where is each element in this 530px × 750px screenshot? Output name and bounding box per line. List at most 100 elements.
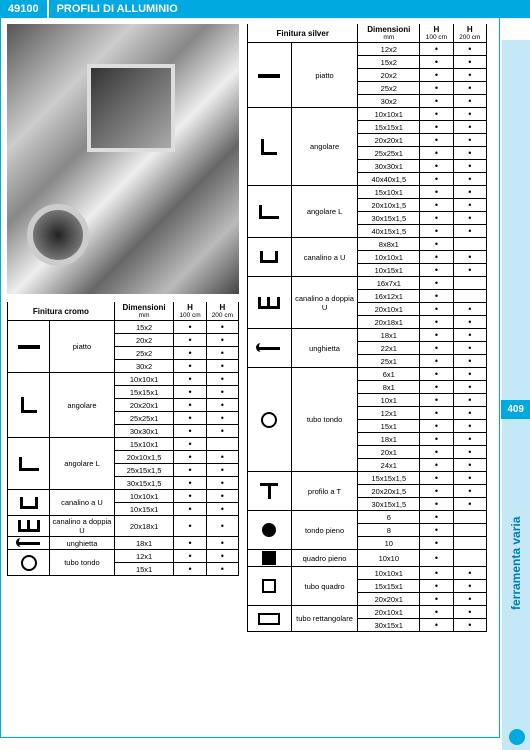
h200-value: •: [206, 425, 238, 438]
col-dimensions: Dimensionimm: [358, 24, 420, 43]
profile-type: piatto: [291, 43, 358, 108]
h200-value: •: [453, 459, 486, 472]
dimension-value: 40x40x1,5: [358, 173, 420, 186]
dimension-value: 25x25x1: [358, 147, 420, 160]
profile-piatto-icon: [248, 43, 292, 108]
profile-type: profilo a T: [291, 472, 358, 511]
dimension-value: 20x10x1: [358, 606, 420, 619]
h200-value: [453, 238, 486, 251]
h200-value: •: [453, 134, 486, 147]
col-h100: H100 cm: [174, 302, 206, 321]
dimension-value: 25x25x1: [114, 412, 174, 425]
h200-value: •: [206, 321, 238, 334]
h100-value: •: [420, 567, 453, 580]
dimension-value: 8x8x1: [358, 238, 420, 251]
h200-value: •: [453, 316, 486, 329]
col-dimensions: Dimensionimm: [114, 302, 174, 321]
dimension-value: 15x1: [358, 420, 420, 433]
table-title: Finitura cromo: [8, 302, 115, 321]
dimension-value: 10x10x1: [114, 373, 174, 386]
h200-value: [206, 438, 238, 451]
dimension-value: 20x10x1,5: [358, 199, 420, 212]
h200-value: •: [453, 173, 486, 186]
dimension-value: 10x10x1: [114, 490, 174, 503]
h100-value: •: [420, 69, 453, 82]
table-row: quadro pieno10x10•: [248, 550, 487, 567]
profile-type: canalino a doppia U: [50, 516, 115, 537]
h200-value: •: [206, 360, 238, 373]
profile-type: angolare: [50, 373, 115, 438]
table-row: canalino a doppia U16x7x1•: [248, 277, 487, 290]
h200-value: •: [453, 225, 486, 238]
h100-value: •: [174, 386, 206, 399]
dimension-value: 10x10: [358, 550, 420, 567]
h100-value: •: [420, 199, 453, 212]
h200-value: •: [206, 412, 238, 425]
dimension-value: 15x1: [114, 563, 174, 576]
col-h100: H100 cm: [420, 24, 453, 43]
dimension-value: 20x18x1: [358, 316, 420, 329]
h200-value: •: [453, 95, 486, 108]
h100-value: •: [174, 464, 206, 477]
h100-value: •: [420, 264, 453, 277]
h200-value: •: [206, 347, 238, 360]
h200-value: •: [453, 251, 486, 264]
table-row: canalino a U8x8x1•: [248, 238, 487, 251]
h100-value: •: [174, 550, 206, 563]
profile-ang-icon: [8, 373, 50, 438]
dimension-value: 25x15x1,5: [114, 464, 174, 477]
h200-value: •: [206, 464, 238, 477]
h100-value: •: [420, 459, 453, 472]
h100-value: •: [174, 516, 206, 537]
profile-angL-icon: [8, 438, 50, 490]
h100-value: •: [174, 399, 206, 412]
h200-value: •: [453, 199, 486, 212]
table-row: angolare L15x10x1•: [8, 438, 239, 451]
dimension-value: 10: [358, 537, 420, 550]
table-row: tubo rettangolare20x10x1••: [248, 606, 487, 619]
h200-value: •: [453, 212, 486, 225]
h200-value: •: [206, 563, 238, 576]
h100-value: •: [174, 477, 206, 490]
h200-value: [453, 537, 486, 550]
dimension-value: 20x10x1,5: [114, 451, 174, 464]
profile-piatto-icon: [8, 321, 50, 373]
h200-value: •: [453, 82, 486, 95]
h200-value: •: [453, 108, 486, 121]
h200-value: •: [453, 186, 486, 199]
h100-value: •: [420, 277, 453, 290]
h100-value: •: [174, 347, 206, 360]
dimension-value: 6: [358, 511, 420, 524]
col-h200: H200 cm: [453, 24, 486, 43]
dimension-value: 30x15x1,5: [114, 477, 174, 490]
profile-type: tubo tondo: [50, 550, 115, 576]
profile-ung-icon: [248, 329, 292, 368]
h100-value: •: [420, 472, 453, 485]
dimension-value: 20x10x1: [358, 303, 420, 316]
profile-type: unghietta: [50, 537, 115, 550]
h200-value: •: [206, 550, 238, 563]
dimension-value: 12x1: [114, 550, 174, 563]
h200-value: •: [206, 399, 238, 412]
dimension-value: 15x2: [114, 321, 174, 334]
h100-value: •: [420, 108, 453, 121]
h100-value: •: [174, 373, 206, 386]
dimension-value: 16x7x1: [358, 277, 420, 290]
table-row: tondo pieno6•: [248, 511, 487, 524]
h100-value: •: [420, 56, 453, 69]
dimension-value: 30x15x1,5: [358, 498, 420, 511]
profile-type: angolare: [291, 108, 358, 186]
table-finitura-cromo: Finitura cromoDimensionimmH100 cmH200 cm…: [7, 302, 239, 576]
h100-value: •: [420, 43, 453, 56]
h100-value: •: [420, 173, 453, 186]
dimension-value: 22x1: [358, 342, 420, 355]
h100-value: •: [174, 537, 206, 550]
h100-value: •: [420, 212, 453, 225]
h100-value: •: [420, 606, 453, 619]
dimension-value: 10x10x1: [358, 108, 420, 121]
h100-value: •: [420, 368, 453, 381]
profile-type: canalino a U: [291, 238, 358, 277]
profile-type: piatto: [50, 321, 115, 373]
h200-value: •: [206, 516, 238, 537]
h100-value: •: [174, 563, 206, 576]
